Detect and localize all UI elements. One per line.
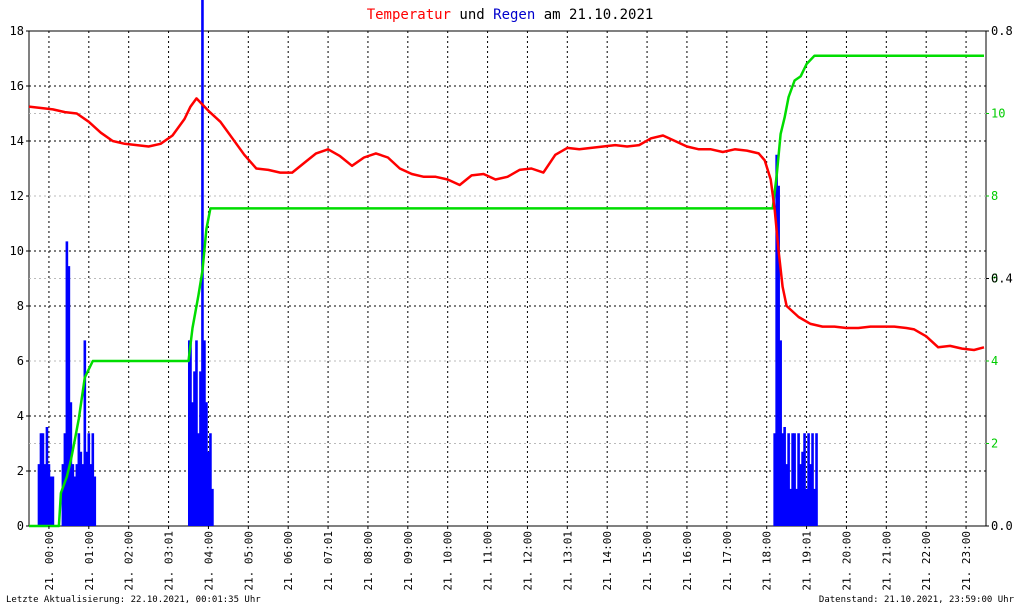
y-tick-label: 8	[17, 299, 24, 313]
y-tick-label: 2	[17, 464, 24, 478]
y-tick-label: 6	[17, 354, 24, 368]
series-layer	[28, 0, 985, 528]
title-date: am 21.10.2021	[535, 7, 653, 23]
x-tick-label: 21. 11:00	[482, 531, 495, 591]
y-tick-label: 0	[17, 519, 24, 533]
x-tick-label: 21. 23:00	[960, 531, 973, 591]
y-right-tick-label: 0.4	[991, 272, 1013, 286]
x-tick-label: 21. 10:00	[442, 531, 455, 591]
x-tick-label: 21. 01:00	[83, 531, 96, 591]
y-right-tick-label: 6	[991, 272, 998, 286]
x-tick-label: 21. 20:00	[840, 531, 853, 591]
x-tick-label: 21. 15:00	[641, 531, 654, 591]
x-tick-label: 21. 21:00	[880, 531, 893, 591]
y-right-tick-label: 4	[991, 354, 998, 368]
title-temperatur: Temperatur	[367, 7, 451, 23]
y-right-tick-label: 2	[991, 437, 998, 451]
x-tick-label: 21. 16:00	[681, 531, 694, 591]
title-regen: Regen	[493, 7, 535, 23]
y-tick-label: 16	[10, 79, 24, 93]
x-tick-label: 21. 03:01	[163, 531, 176, 591]
x-tick-label: 21. 18:00	[761, 531, 774, 591]
y-right-tick-label: 0.0	[991, 519, 1013, 533]
x-tick-label: 21. 04:00	[202, 531, 215, 591]
footer-data-status: Datenstand: 21.10.2021, 23:59:00 Uhr	[819, 595, 1015, 605]
y-tick-label: 12	[10, 189, 24, 203]
x-tick-label: 21. 02:00	[123, 531, 136, 591]
x-tick-label: 21. 17:00	[721, 531, 734, 591]
title-und: und	[451, 7, 493, 23]
x-tick-label: 21. 14:00	[601, 531, 614, 591]
footer-last-update: Letzte Aktualisierung: 22.10.2021, 00:01…	[6, 595, 261, 605]
rain-total-line	[29, 54, 984, 528]
x-tick-label: 21. 05:00	[242, 531, 255, 591]
y-axis-right: 2 4 6 8 10 0.0 0.4 0.8	[986, 24, 1013, 533]
y-tick-label: 18	[10, 24, 24, 38]
x-tick-label: 21. 06:00	[282, 531, 295, 591]
x-tick-label: 21. 09:00	[402, 531, 415, 591]
x-tick-label: 21. 08:00	[362, 531, 375, 591]
y-tick-label: 4	[17, 409, 24, 423]
y-right-tick-label: 0.8	[991, 24, 1013, 38]
x-tick-label: 21. 00:00	[43, 531, 56, 591]
temperature-line	[28, 97, 985, 352]
chart-title: Temperatur und Regen am 21.10.2021	[367, 7, 654, 23]
x-tick-label: 21. 22:00	[920, 531, 933, 591]
x-tick-label: 21. 12:00	[521, 531, 534, 591]
y-right-tick-label: 8	[991, 189, 998, 203]
y-right-tick-label: 10	[991, 107, 1005, 121]
y-tick-label: 14	[10, 134, 24, 148]
x-tick-label: 21. 13:01	[561, 531, 574, 591]
x-tick-label: 21. 19:01	[801, 531, 814, 591]
y-tick-label: 10	[10, 244, 24, 258]
plot-area	[28, 30, 987, 527]
y-axis-left: 0 2 4 6 8 10 12 14 16 18	[10, 24, 29, 533]
x-axis: 21. 00:00 21. 01:00 21. 02:00 21. 03:01 21. …	[43, 526, 973, 591]
x-tick-label: 21. 07:01	[322, 531, 335, 591]
